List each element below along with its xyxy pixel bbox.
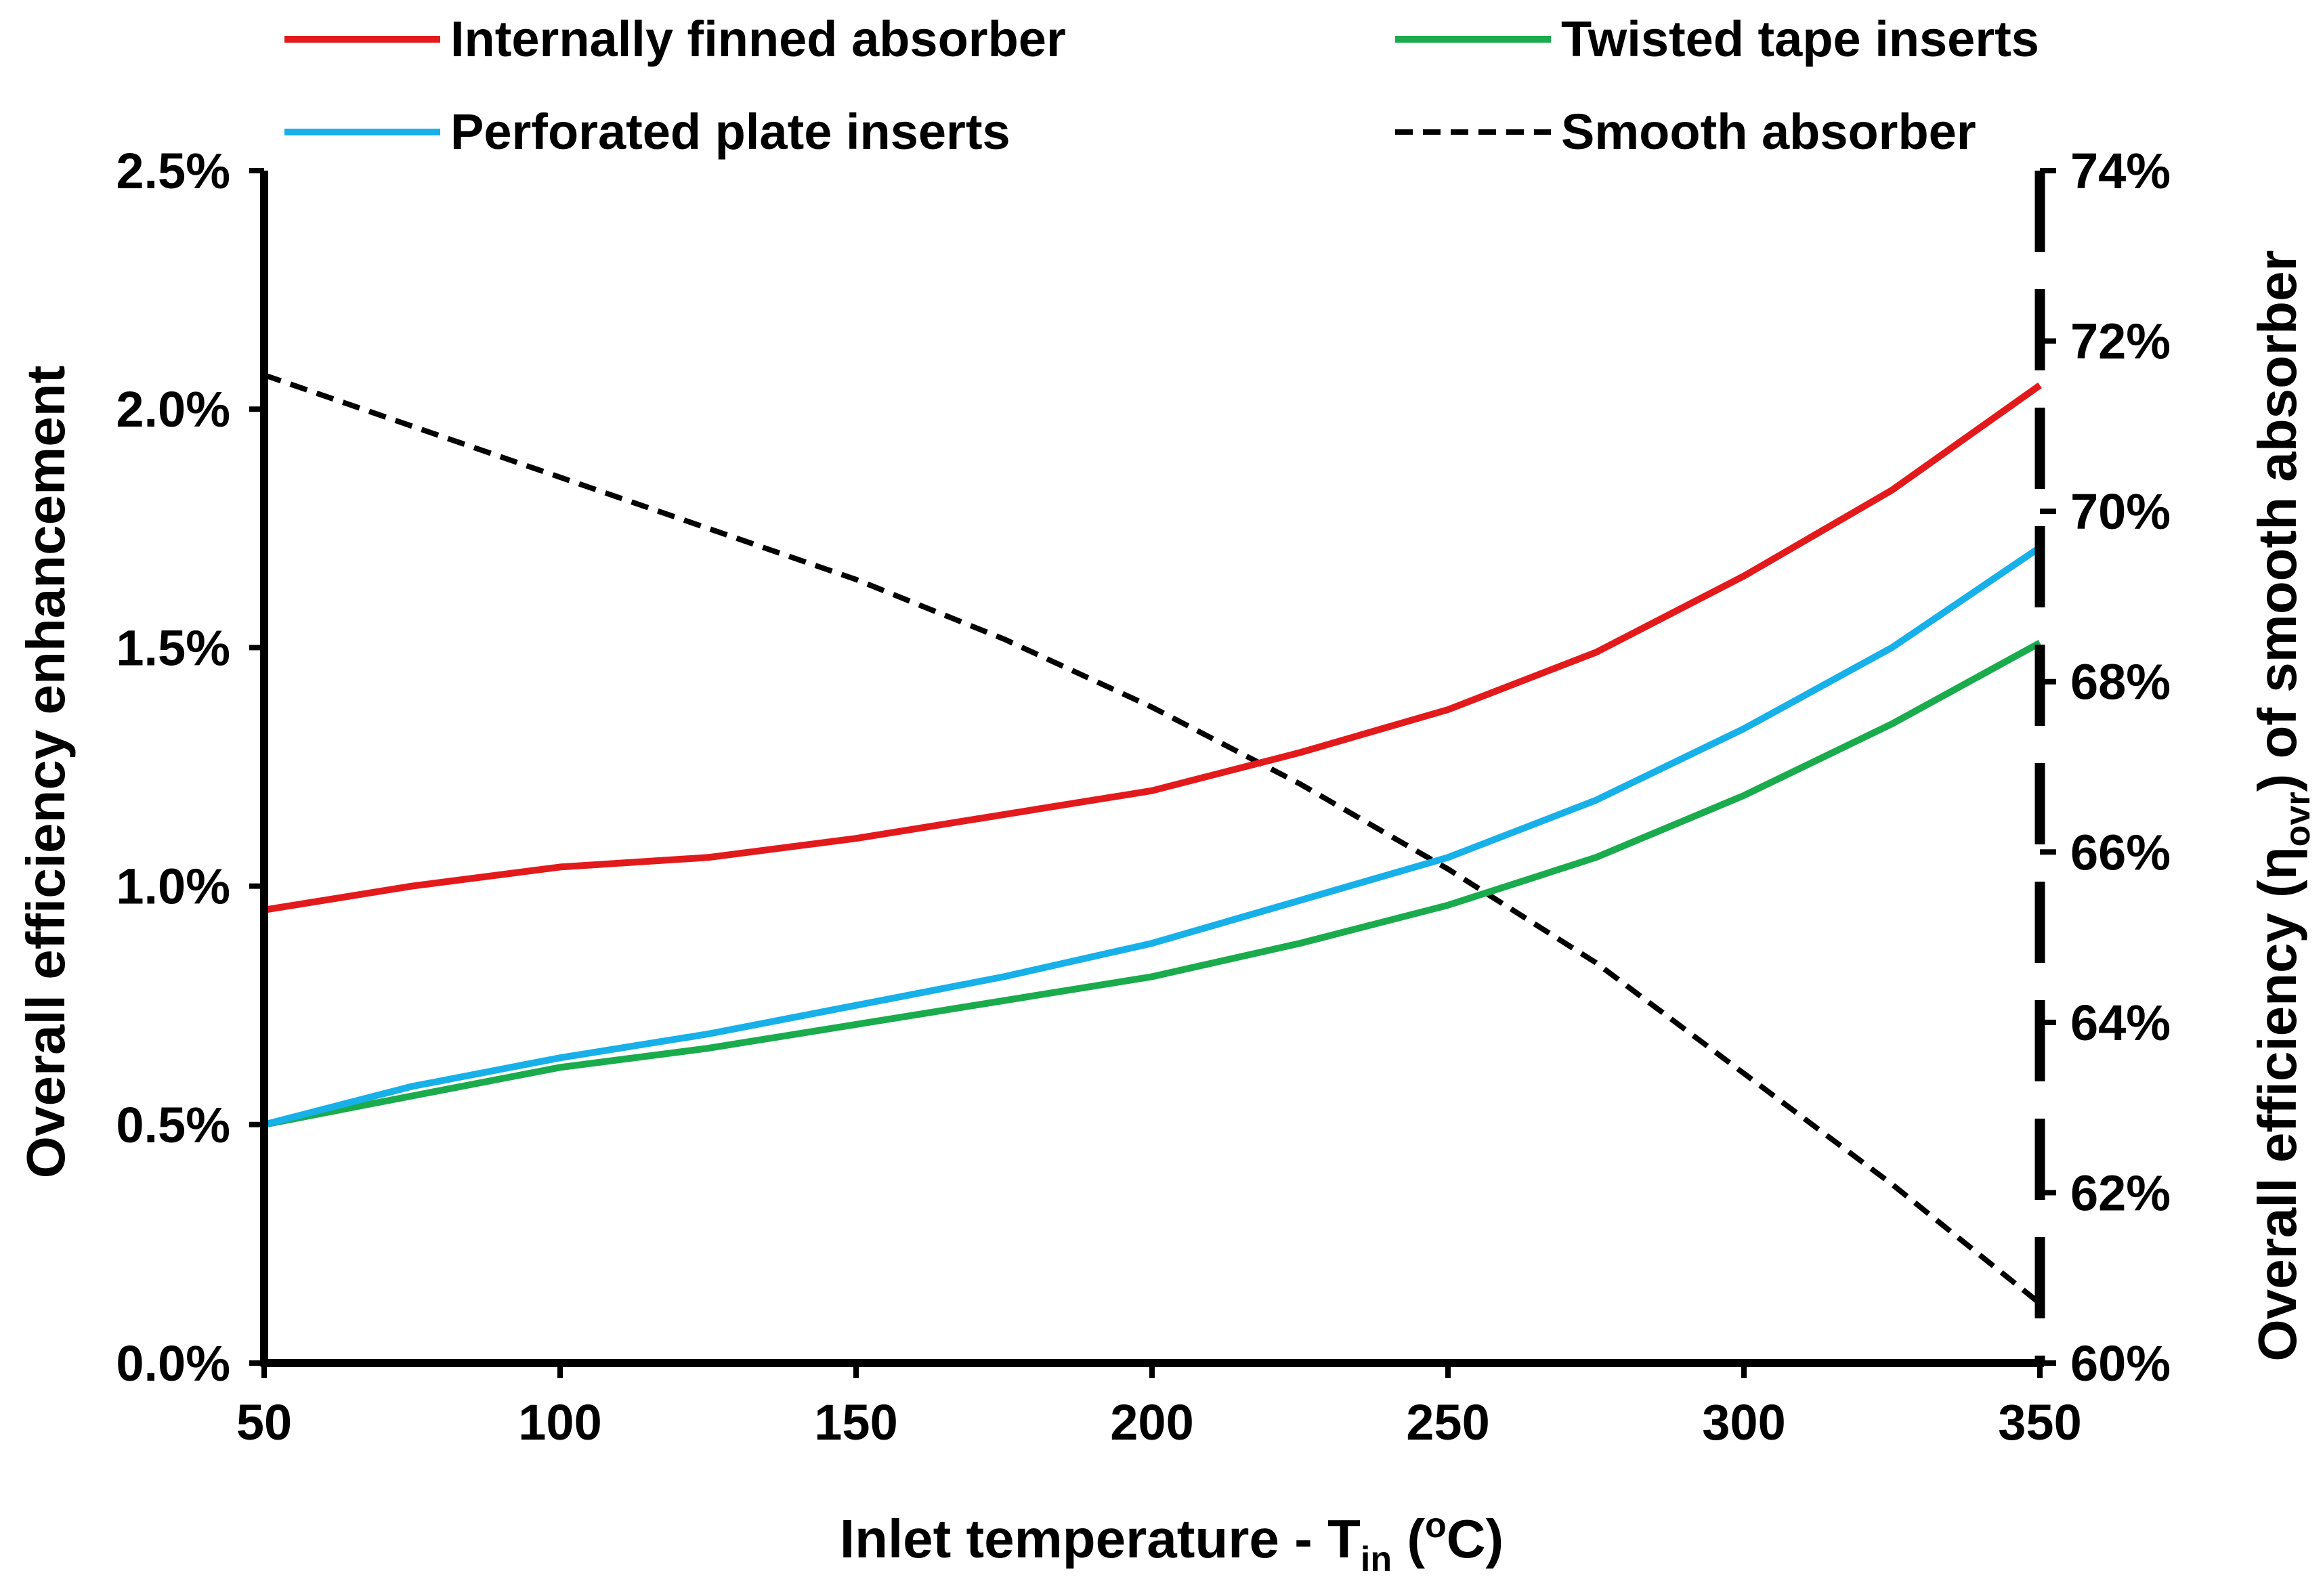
left-y-tick-label: 0.5% [116, 1097, 230, 1153]
legend-label-twisted-tape-inserts: Twisted tape inserts [1561, 11, 2039, 67]
left-y-tick-label: 1.5% [116, 620, 230, 676]
right-y-tick-label: 72% [2070, 314, 2171, 370]
right-y-tick-label: 66% [2070, 824, 2171, 880]
x-tick-label: 50 [236, 1394, 292, 1450]
legend-label-smooth-absorber: Smooth absorber [1561, 104, 1976, 160]
legend-label-perforated-plate-inserts: Perforated plate inserts [450, 104, 1010, 160]
x-tick-label: 200 [1110, 1394, 1193, 1450]
left-y-axis-title: Overall efficiency enhancement [16, 366, 76, 1179]
x-axis-title: Inlet temperature - Tin (oC) [840, 1506, 1504, 1579]
x-tick-label: 150 [814, 1394, 897, 1450]
series-line-twisted-tape-inserts [263, 640, 2042, 1128]
ticks: 50 100 150 200 250 300 350 0.0% 0.5% 1.0% 1.5% 2.0%… [116, 143, 2171, 1450]
axes [260, 171, 2045, 1367]
x-tick-label: 250 [1406, 1394, 1489, 1450]
left-y-tick-label: 0.0% [116, 1335, 230, 1392]
series-line-perforated-plate-inserts [263, 544, 2042, 1128]
series-line-internally-finned-absorber [263, 382, 2042, 913]
series-line-smooth-absorber [263, 372, 2042, 1306]
right-y-axis-title: Overall efficiency (ηovr) of smooth abso… [2247, 250, 2318, 1361]
left-y-tick-label: 2.0% [116, 381, 230, 437]
right-y-tick-label: 60% [2070, 1335, 2171, 1392]
legend: Internally finned absorber Twisted tape i… [284, 11, 2039, 160]
left-y-tick-label: 2.5% [116, 143, 230, 199]
x-tick-label: 300 [1702, 1394, 1785, 1450]
left-y-tick-label: 1.0% [116, 859, 230, 915]
right-y-tick-label: 64% [2070, 995, 2171, 1051]
series-lines [263, 372, 2042, 1306]
right-y-tick-label: 68% [2070, 654, 2171, 710]
legend-label-internally-finned-absorber: Internally finned absorber [450, 11, 1066, 67]
x-tick-label: 350 [1998, 1394, 2081, 1450]
right-y-tick-label: 70% [2070, 483, 2171, 540]
x-tick-label: 100 [518, 1394, 601, 1450]
right-y-tick-label: 74% [2070, 143, 2171, 199]
right-y-tick-label: 62% [2070, 1165, 2171, 1221]
